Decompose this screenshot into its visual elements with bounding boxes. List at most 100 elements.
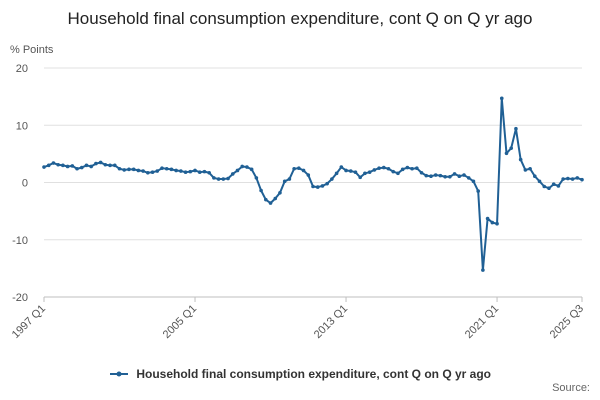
- data-point[interactable]: [348, 169, 353, 173]
- data-point[interactable]: [476, 189, 480, 193]
- data-point[interactable]: [94, 161, 98, 166]
- data-point[interactable]: [65, 164, 70, 169]
- data-point[interactable]: [212, 176, 216, 180]
- data-point[interactable]: [405, 165, 410, 170]
- data-point[interactable]: [42, 165, 46, 169]
- data-point[interactable]: [221, 177, 226, 181]
- data-point[interactable]: [84, 163, 89, 168]
- data-point[interactable]: [122, 168, 127, 172]
- data-point[interactable]: [495, 221, 499, 226]
- data-point[interactable]: [230, 172, 235, 176]
- data-point[interactable]: [188, 169, 193, 174]
- data-point[interactable]: [566, 176, 570, 181]
- data-point[interactable]: [264, 197, 268, 202]
- data-point[interactable]: [363, 171, 367, 176]
- data-point[interactable]: [438, 173, 443, 178]
- data-point[interactable]: [75, 166, 79, 171]
- data-point[interactable]: [297, 166, 301, 170]
- data-point[interactable]: [141, 169, 145, 173]
- data-point[interactable]: [61, 163, 65, 168]
- data-point[interactable]: [471, 179, 476, 184]
- data-point[interactable]: [570, 177, 575, 181]
- data-point[interactable]: [415, 166, 419, 170]
- data-point[interactable]: [353, 170, 358, 174]
- data-point[interactable]: [183, 170, 188, 174]
- data-point[interactable]: [155, 169, 160, 173]
- data-point[interactable]: [528, 166, 532, 171]
- data-point[interactable]: [490, 220, 495, 225]
- data-point[interactable]: [400, 167, 405, 172]
- data-point[interactable]: [547, 186, 551, 191]
- data-point[interactable]: [311, 184, 315, 189]
- data-point[interactable]: [551, 182, 556, 187]
- data-point[interactable]: [249, 167, 254, 172]
- data-point[interactable]: [301, 168, 306, 173]
- data-point[interactable]: [70, 164, 75, 168]
- data-point[interactable]: [377, 166, 381, 170]
- data-point[interactable]: [499, 96, 504, 101]
- data-point[interactable]: [287, 177, 292, 181]
- data-point[interactable]: [306, 173, 311, 177]
- data-point[interactable]: [485, 216, 490, 221]
- data-point[interactable]: [457, 174, 462, 178]
- data-point[interactable]: [537, 179, 542, 184]
- data-point[interactable]: [533, 174, 537, 178]
- data-point[interactable]: [542, 184, 547, 189]
- data-point[interactable]: [556, 184, 561, 188]
- data-point[interactable]: [98, 160, 103, 165]
- data-point[interactable]: [410, 166, 414, 171]
- data-point[interactable]: [245, 165, 249, 169]
- data-point[interactable]: [131, 167, 136, 172]
- data-point[interactable]: [514, 126, 518, 131]
- data-point[interactable]: [112, 163, 117, 168]
- data-point[interactable]: [117, 166, 122, 171]
- data-point[interactable]: [240, 164, 245, 169]
- data-point[interactable]: [523, 168, 528, 172]
- data-point[interactable]: [216, 177, 221, 181]
- data-point[interactable]: [386, 166, 391, 171]
- data-point[interactable]: [320, 184, 325, 188]
- data-point[interactable]: [575, 176, 580, 180]
- data-point[interactable]: [391, 169, 396, 174]
- data-point[interactable]: [202, 169, 207, 174]
- data-point[interactable]: [344, 168, 348, 173]
- data-point[interactable]: [197, 170, 202, 174]
- data-point[interactable]: [79, 165, 84, 170]
- data-point[interactable]: [381, 165, 386, 170]
- data-point[interactable]: [235, 168, 240, 173]
- legend[interactable]: Household final consumption expenditure,…: [0, 366, 600, 381]
- data-point[interactable]: [429, 174, 433, 178]
- data-point[interactable]: [330, 177, 334, 181]
- data-point[interactable]: [278, 191, 282, 195]
- data-point[interactable]: [358, 175, 362, 180]
- data-point[interactable]: [448, 174, 452, 179]
- data-point[interactable]: [367, 170, 372, 174]
- data-point[interactable]: [51, 161, 56, 165]
- data-point[interactable]: [334, 171, 339, 176]
- data-point[interactable]: [509, 146, 514, 150]
- data-point[interactable]: [226, 176, 230, 181]
- data-point[interactable]: [169, 167, 174, 172]
- data-point[interactable]: [108, 163, 112, 168]
- data-point[interactable]: [339, 165, 344, 169]
- data-point[interactable]: [396, 171, 400, 176]
- data-point[interactable]: [103, 162, 108, 167]
- data-point[interactable]: [518, 157, 523, 162]
- data-point[interactable]: [164, 166, 169, 171]
- data-point[interactable]: [46, 163, 51, 168]
- data-point[interactable]: [127, 167, 131, 172]
- data-point[interactable]: [424, 173, 429, 178]
- data-point[interactable]: [481, 268, 485, 272]
- data-point[interactable]: [372, 168, 377, 172]
- data-point[interactable]: [136, 168, 141, 173]
- data-point[interactable]: [561, 177, 565, 181]
- data-point[interactable]: [146, 170, 150, 175]
- data-point[interactable]: [282, 179, 287, 184]
- data-point[interactable]: [179, 169, 183, 173]
- data-point[interactable]: [292, 166, 296, 171]
- data-point[interactable]: [193, 168, 197, 173]
- data-point[interactable]: [462, 173, 466, 177]
- data-point[interactable]: [174, 168, 178, 173]
- data-point[interactable]: [160, 166, 164, 170]
- data-point[interactable]: [452, 172, 457, 176]
